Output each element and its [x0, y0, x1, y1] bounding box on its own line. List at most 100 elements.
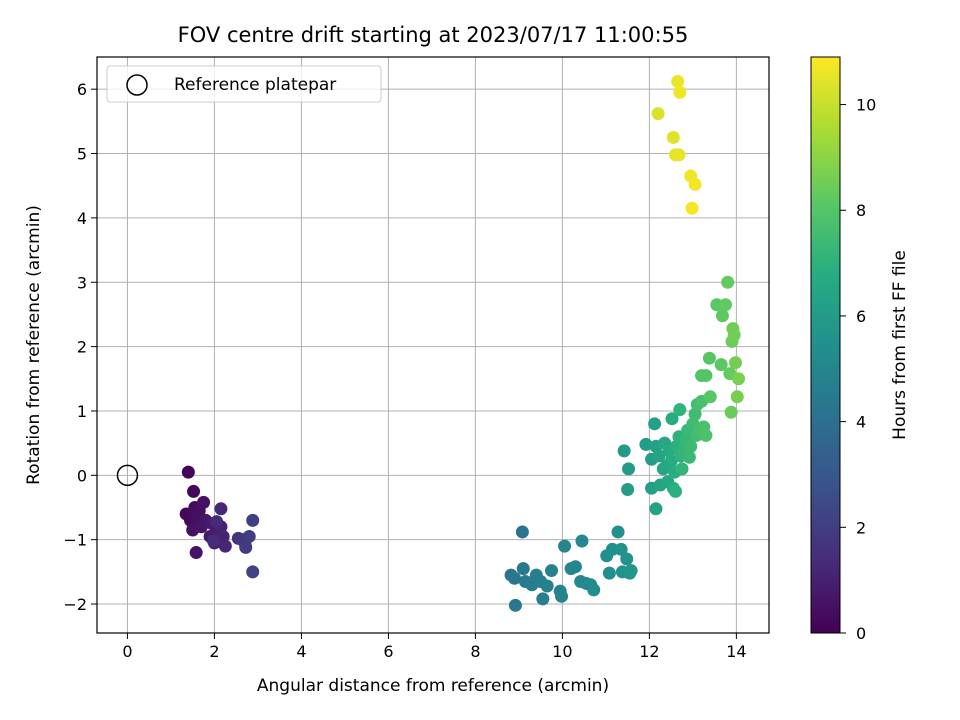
data-point	[673, 85, 687, 99]
x-tick-label: 14	[726, 642, 746, 661]
data-point	[729, 356, 743, 370]
data-point	[181, 465, 195, 479]
y-tick-label: 4	[77, 209, 87, 228]
y-tick-label: −2	[63, 595, 87, 614]
data-point	[682, 450, 696, 464]
data-point	[555, 589, 569, 603]
data-point	[622, 462, 636, 476]
x-tick-label: 10	[552, 642, 572, 661]
y-axis-label: Rotation from reference (arcmin)	[24, 205, 44, 485]
data-point	[246, 565, 260, 579]
y-tick-label: 5	[77, 145, 87, 164]
colorbar-label: Hours from first FF file	[890, 250, 910, 440]
data-point	[685, 201, 699, 215]
data-point	[197, 495, 211, 509]
y-tick-label: 1	[77, 402, 87, 421]
data-point	[664, 454, 678, 468]
data-point	[724, 405, 738, 419]
data-point	[246, 513, 260, 527]
data-point	[189, 546, 203, 560]
data-point	[558, 539, 572, 553]
data-point	[214, 502, 228, 516]
data-point	[587, 583, 601, 597]
data-point	[239, 540, 253, 554]
data-point	[602, 566, 616, 580]
data-point	[688, 177, 702, 191]
data-point	[639, 437, 653, 451]
data-point	[508, 598, 522, 612]
data-point	[703, 390, 717, 404]
data-point	[719, 298, 733, 312]
data-point	[568, 560, 582, 574]
x-axis-label: Angular distance from reference (arcmin)	[257, 676, 609, 696]
grid	[97, 57, 769, 633]
data-point	[187, 484, 201, 498]
data-points	[116, 74, 746, 612]
data-point	[516, 562, 530, 576]
reference-marker	[116, 464, 139, 487]
y-tick-label: 3	[77, 273, 87, 292]
data-point	[515, 525, 529, 539]
data-point	[652, 449, 666, 463]
data-point	[536, 592, 550, 606]
colorbar-tick-label: 10	[856, 96, 876, 115]
data-point	[624, 564, 638, 578]
data-point	[614, 542, 628, 556]
data-point	[611, 525, 625, 539]
colorbar-ticks: 0 2 4 6 8 10	[840, 96, 876, 643]
data-point	[699, 369, 713, 383]
legend-entry: Reference platepar	[174, 75, 336, 95]
data-point	[672, 148, 686, 162]
data-point	[665, 412, 679, 426]
data-point	[617, 444, 631, 458]
legend-box	[106, 65, 382, 103]
colorbar-tick-label: 6	[856, 307, 866, 326]
x-tick-label: 6	[383, 642, 393, 661]
data-point	[648, 417, 662, 431]
chart-title: FOV centre drift starting at 2023/07/17 …	[178, 23, 689, 47]
data-point	[666, 130, 680, 144]
data-point	[673, 403, 687, 417]
colorbar-tick-label: 4	[856, 413, 866, 432]
y-tick-label: −1	[63, 531, 87, 550]
data-point	[730, 390, 744, 404]
y-tick-label: 6	[77, 80, 87, 99]
data-point	[702, 351, 716, 365]
data-point	[721, 275, 735, 289]
colorbar-gradient	[810, 56, 841, 634]
data-point	[714, 358, 728, 372]
y-tick-label: 0	[77, 466, 87, 485]
data-point	[715, 309, 729, 323]
y-tick-label: 2	[77, 338, 87, 357]
legend-marker-icon	[126, 74, 148, 96]
x-tick-label: 0	[122, 642, 132, 661]
colorbar-tick-label: 2	[856, 518, 866, 537]
data-point	[620, 552, 634, 566]
data-point	[508, 571, 522, 585]
x-tick-label: 4	[296, 642, 306, 661]
data-point	[727, 328, 741, 342]
data-point	[218, 539, 232, 553]
legend: Reference platepar	[106, 65, 382, 103]
data-point	[668, 484, 682, 498]
data-point	[242, 529, 256, 543]
data-point	[207, 534, 221, 548]
x-tick-label: 12	[639, 642, 659, 661]
data-point	[621, 482, 635, 496]
plot-frame	[96, 56, 770, 634]
data-point	[732, 372, 746, 386]
data-point	[575, 534, 589, 548]
data-point	[545, 564, 559, 578]
data-point	[684, 439, 698, 453]
data-point	[699, 428, 713, 442]
data-point	[651, 107, 665, 121]
data-point	[540, 579, 554, 593]
colorbar-tick-label: 8	[856, 201, 866, 220]
data-point	[675, 462, 689, 476]
data-point	[671, 74, 685, 88]
colorbar: 0 2 4 6 8 10 Hours from first FF file	[810, 56, 910, 643]
x-tick-label: 2	[209, 642, 219, 661]
data-point	[210, 515, 224, 529]
